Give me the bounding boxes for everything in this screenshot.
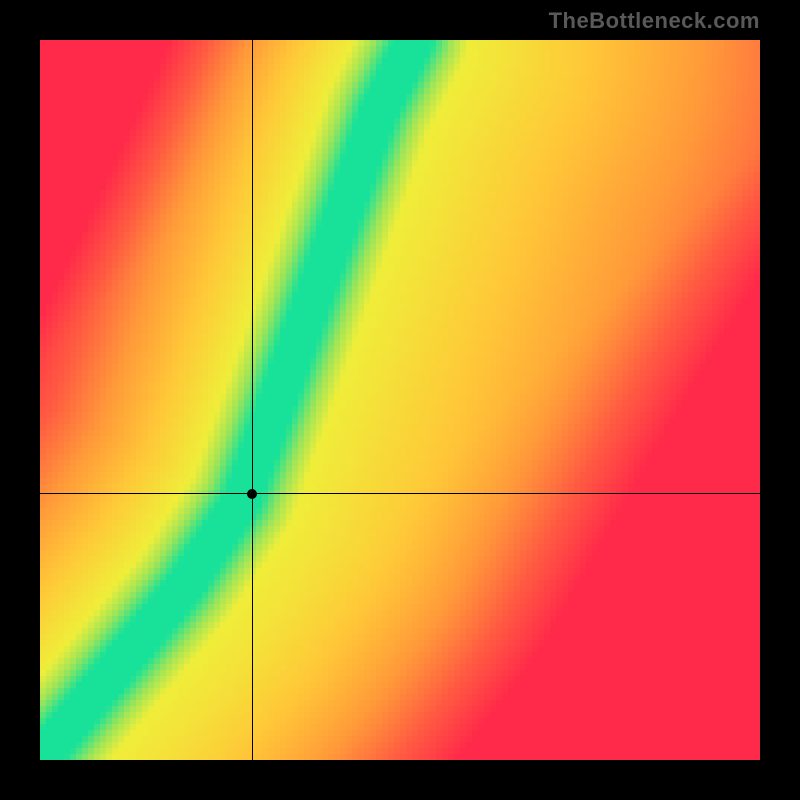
data-point-marker bbox=[247, 489, 257, 499]
watermark-text: TheBottleneck.com bbox=[549, 8, 760, 34]
bottleneck-heatmap bbox=[40, 40, 760, 760]
chart-container: { "watermark": { "text": "TheBottleneck.… bbox=[0, 0, 800, 800]
crosshair-horizontal bbox=[40, 493, 760, 494]
crosshair-vertical bbox=[252, 40, 253, 760]
